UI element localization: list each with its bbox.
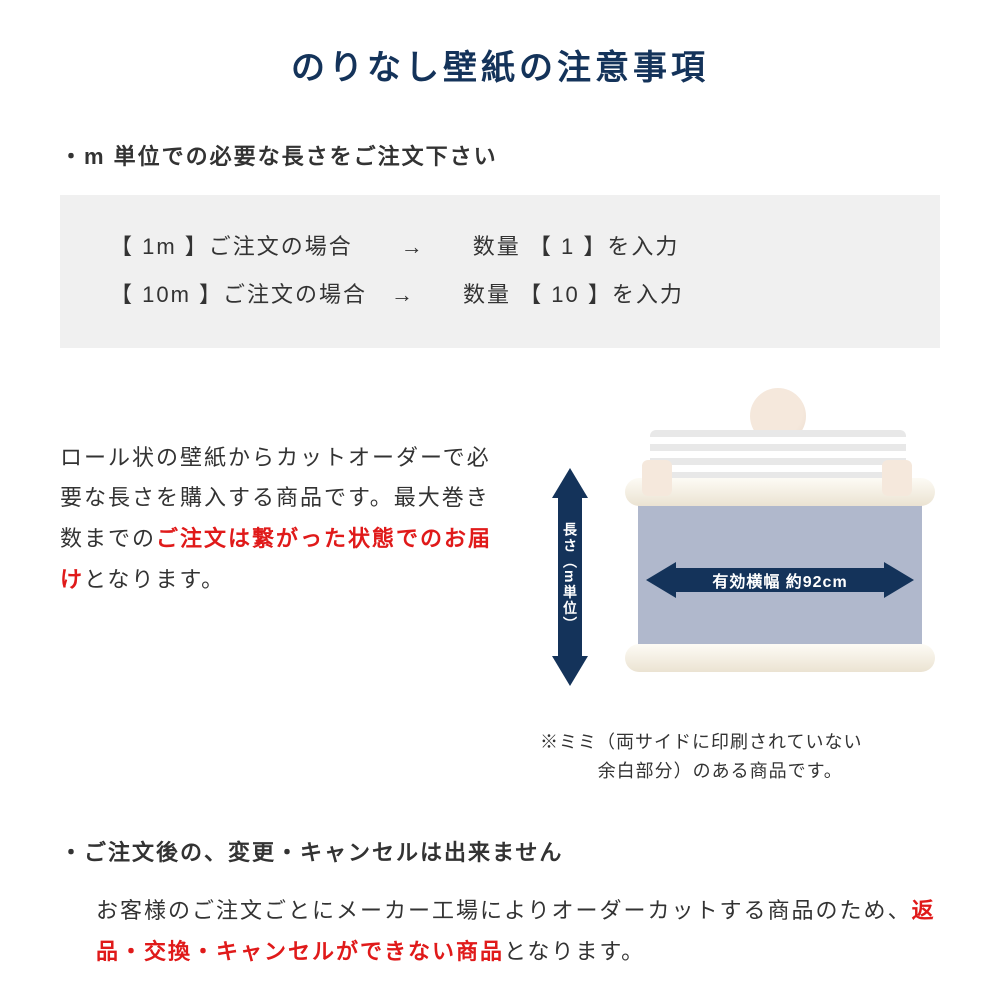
no-cancel-body: お客様のご注文ごとにメーカー工場によりオーダーカットする商品のため、返品・交換・… xyxy=(60,891,940,972)
order-example-box: 【 1m 】ご注文の場合 → 数量 【 1 】を入力 【 10m 】ご注文の場合… xyxy=(60,195,940,348)
length-label: 長さ（m単位） xyxy=(560,522,580,632)
body2-part3: となります。 xyxy=(504,939,645,964)
hand-left xyxy=(642,460,672,496)
page-title: のりなし壁紙の注意事項 xyxy=(60,40,940,89)
hand-right xyxy=(882,460,912,496)
mimi-note: ※ミミ（両サイドに印刷されていない 余白部分）のある商品です。 xyxy=(540,728,940,786)
cut-order-description: ロール状の壁紙からカットオーダーで必要な長さを購入する商品です。最大巻き数までの… xyxy=(60,388,500,708)
note-line1: ※ミミ（両サイドに印刷されていない xyxy=(540,732,862,752)
roll-bottom xyxy=(625,644,935,672)
wallpaper-diagram: 長さ（m単位） 有効横幅 約92cm xyxy=(520,388,940,708)
width-label: 有効横幅 約92cm xyxy=(670,568,890,592)
example-line-1: 【 1m 】ご注文の場合 → 数量 【 1 】を入力 xyxy=(110,223,890,271)
length-arrow: 長さ（m単位） xyxy=(556,472,584,682)
bullet-order-unit: ・m 単位での必要な長さをご注文下さい xyxy=(60,139,940,171)
bullet-no-cancel: ・ご注文後の、変更・キャンセルは出来ません xyxy=(60,835,940,867)
note-line2: 余白部分）のある商品です。 xyxy=(540,757,940,786)
example-line-2: 【 10m 】ご注文の場合 → 数量 【 10 】を入力 xyxy=(110,271,890,319)
width-arrow: 有効横幅 約92cm xyxy=(650,566,910,594)
body2-part1: お客様のご注文ごとにメーカー工場によりオーダーカットする商品のため、 xyxy=(96,898,912,923)
desc-part3: となります。 xyxy=(84,567,225,592)
description-row: ロール状の壁紙からカットオーダーで必要な長さを購入する商品です。最大巻き数までの… xyxy=(60,388,940,708)
